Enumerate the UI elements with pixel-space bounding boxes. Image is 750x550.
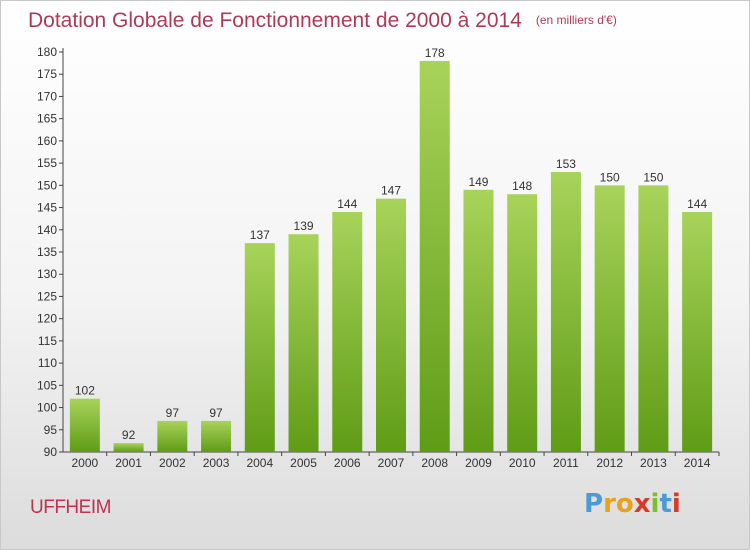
y-tick-label: 170	[37, 89, 57, 103]
data-label: 150	[643, 170, 663, 184]
y-tick-label: 110	[38, 356, 57, 370]
title-line: Dotation Globale de Fonctionnement de 20…	[28, 9, 617, 33]
x-tick-label: 2013	[640, 456, 667, 470]
y-tick-label: 145	[37, 201, 57, 215]
chart-bars	[69, 60, 713, 453]
logo-letter: i	[671, 489, 681, 519]
y-tick-label: 120	[37, 312, 57, 326]
x-tick-label: 2012	[596, 456, 623, 470]
bar	[463, 189, 494, 452]
bar	[332, 212, 363, 452]
x-tick-label: 2005	[290, 456, 317, 470]
y-tick-label: 155	[37, 156, 57, 170]
x-tick-label: 2004	[246, 456, 273, 470]
logo-letter: t	[659, 489, 672, 519]
y-tick-label: 165	[37, 112, 57, 126]
y-tick-label: 90	[44, 445, 58, 459]
x-tick-label: 2000	[72, 456, 99, 470]
bar	[638, 185, 669, 453]
x-tick-label: 2007	[378, 456, 405, 470]
data-labels: 102 92 97 97 137 139 144 147 178 149 148 153 150 150 1…	[75, 46, 708, 442]
y-tick-label: 135	[37, 245, 57, 259]
data-label: 97	[209, 406, 223, 420]
x-tick-label: 2008	[421, 456, 448, 470]
data-label: 97	[166, 406, 180, 420]
x-tick-label: 2006	[334, 456, 361, 470]
y-tick-label: 175	[37, 67, 57, 81]
x-tick-label: 2010	[509, 456, 536, 470]
logo-letter: P	[584, 489, 604, 519]
data-label: 147	[381, 184, 401, 198]
bar	[113, 443, 144, 452]
y-tick-label: 125	[37, 289, 57, 303]
data-label: 149	[468, 175, 488, 189]
logo-letter: r	[603, 489, 616, 519]
y-tick-label: 150	[37, 178, 57, 192]
bar	[594, 185, 625, 453]
data-label: 102	[75, 384, 95, 398]
commune-name: UFFHEIM	[30, 497, 111, 518]
x-tick-label: 2011	[553, 456, 579, 470]
x-tick-label: 2014	[684, 456, 711, 470]
data-label: 144	[337, 197, 357, 211]
bar	[157, 420, 188, 452]
chart-subtitle: (en milliers d'€)	[535, 13, 617, 27]
y-axis-ticks: 90 95 100 105 110 115 120 125 130 135 140 145 150 155…	[37, 45, 63, 459]
logo-letter: o	[615, 489, 634, 519]
bar	[507, 194, 538, 452]
x-axis-ticks: 2000 2001 2002 2003 2004 2005 2006 2007 2008 2009…	[72, 452, 720, 470]
bar	[201, 420, 232, 452]
bar	[69, 398, 100, 452]
data-label: 148	[512, 179, 532, 193]
bar	[376, 198, 406, 452]
bar	[682, 212, 713, 452]
y-tick-label: 105	[37, 378, 57, 392]
x-tick-label: 2001	[115, 456, 142, 470]
data-label: 137	[250, 228, 270, 242]
data-label: 153	[556, 157, 576, 171]
x-tick-label: 2009	[465, 456, 492, 470]
y-tick-label: 180	[37, 45, 57, 59]
data-label: 144	[687, 197, 707, 211]
bar	[419, 60, 450, 453]
bar	[244, 243, 275, 452]
proxiti-logo: Proxiti	[584, 489, 681, 519]
data-label: 92	[122, 428, 136, 442]
y-tick-label: 100	[37, 401, 57, 415]
y-tick-label: 95	[44, 423, 58, 437]
logo-letter: i	[650, 489, 660, 519]
logo-letter: x	[633, 489, 651, 519]
y-tick-label: 160	[37, 134, 57, 148]
data-label: 178	[425, 46, 445, 60]
y-tick-label: 140	[37, 223, 57, 237]
x-tick-label: 2002	[159, 456, 186, 470]
x-tick-label: 2003	[203, 456, 230, 470]
data-label: 150	[600, 170, 620, 184]
data-label: 139	[294, 219, 314, 233]
chart-title: Dotation Globale de Fonctionnement de 20…	[28, 9, 522, 32]
y-tick-label: 130	[37, 267, 57, 281]
bar	[288, 234, 319, 452]
bar	[550, 172, 581, 452]
y-tick-label: 115	[38, 334, 57, 348]
